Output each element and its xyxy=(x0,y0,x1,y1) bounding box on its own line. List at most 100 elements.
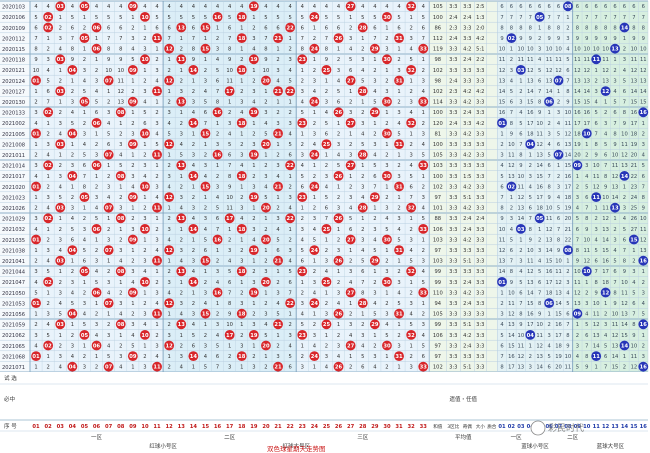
red-ball-number: 26 xyxy=(335,110,343,116)
red-miss-count: 1 xyxy=(119,333,122,339)
blue-miss-count: 11 xyxy=(621,142,628,148)
red-miss-count: 4 xyxy=(155,131,159,137)
blue-miss-count: 3 xyxy=(585,163,588,169)
red-miss-count: 1 xyxy=(337,121,340,127)
blue-miss-count: 16 xyxy=(546,269,553,275)
blue-miss-count: 19 xyxy=(574,142,581,148)
red-ball-number: 27 xyxy=(347,121,355,127)
red-ball-number: 18 xyxy=(238,174,246,180)
red-miss-count: 4 xyxy=(204,174,208,180)
red-ball xyxy=(164,340,175,351)
red-miss-count: 4 xyxy=(276,78,280,84)
blue-miss-count: 7 xyxy=(642,184,645,190)
red-miss-count: 1 xyxy=(252,259,255,265)
stat-value: 97 xyxy=(434,248,441,254)
blue-column-header: 03 xyxy=(517,424,525,430)
blue-miss-count: 15 xyxy=(640,100,647,106)
red-miss-count: 2 xyxy=(276,206,279,212)
blue-ball xyxy=(638,361,649,372)
red-ball xyxy=(297,118,308,128)
red-miss-count: 1 xyxy=(422,57,425,63)
blue-miss-count: 6 xyxy=(529,4,532,10)
red-miss-count: 2 xyxy=(349,100,352,106)
red-miss-count: 2 xyxy=(301,142,304,148)
blue-miss-count: 20 xyxy=(565,216,572,222)
blue-miss-count: 2 xyxy=(510,206,513,212)
red-ball xyxy=(43,22,54,33)
blue-miss-count: 1 xyxy=(529,153,532,159)
red-ball-number: 20 xyxy=(262,142,270,148)
red-miss-count: 5 xyxy=(264,195,267,201)
red-ball-number: 15 xyxy=(202,131,210,137)
red-miss-count: 4 xyxy=(301,312,305,318)
red-miss-count: 2 xyxy=(204,206,207,212)
blue-miss-count: 14 xyxy=(621,322,628,328)
red-miss-count: 3 xyxy=(361,237,364,243)
red-miss-count: 1 xyxy=(83,206,86,212)
red-miss-count: 2 xyxy=(313,322,316,328)
red-miss-count: 3 xyxy=(397,216,400,222)
blue-ball-number: 16 xyxy=(640,365,648,371)
red-miss-count: 1 xyxy=(204,36,207,42)
red-miss-count: 5 xyxy=(422,280,425,286)
watermark-text: 彩民时代 xyxy=(548,422,584,434)
period-label: 2021020 xyxy=(2,185,25,191)
blue-miss-count: 19 xyxy=(555,354,562,360)
red-miss-count: 1 xyxy=(167,206,170,212)
blue-miss-count: 13 xyxy=(508,322,515,328)
blue-miss-count: 8 xyxy=(613,290,616,296)
red-miss-count: 4 xyxy=(83,312,87,318)
red-miss-count: 1 xyxy=(252,343,255,349)
red-miss-count: 1 xyxy=(119,121,122,127)
stat-value: 3:3 xyxy=(463,4,471,10)
red-ball xyxy=(152,255,162,266)
red-ball xyxy=(273,86,283,96)
blue-miss-count: 3 xyxy=(566,280,569,286)
blue-miss-count: 9 xyxy=(557,36,560,42)
red-ball-number: 06 xyxy=(93,343,101,349)
red-miss-count: 1 xyxy=(397,47,400,53)
blue-miss-count: 6 xyxy=(519,4,522,10)
red-ball xyxy=(91,287,102,298)
red-ball xyxy=(164,139,175,150)
red-miss-count: 2 xyxy=(349,365,352,371)
red-ball-number: 04 xyxy=(69,248,77,254)
stat-value: 4:2 xyxy=(463,237,471,243)
blue-ball xyxy=(572,160,583,171)
blue-miss-count: 9 xyxy=(529,237,532,243)
red-ball xyxy=(333,213,344,224)
chart-title: 双色球星期天走势图 xyxy=(267,444,326,453)
red-miss-count: 4 xyxy=(167,184,171,190)
red-miss-count: 4 xyxy=(107,343,111,349)
blue-miss-count: 14 xyxy=(546,89,553,95)
red-miss-count: 2 xyxy=(107,269,110,275)
red-miss-count: 7 xyxy=(301,36,304,42)
red-miss-count: 4 xyxy=(313,290,317,296)
red-ball xyxy=(357,22,368,33)
red-miss-count: 5 xyxy=(180,15,183,21)
red-miss-count: 5 xyxy=(34,15,37,21)
red-miss-count: 1 xyxy=(276,269,279,275)
red-miss-count: 3 xyxy=(276,354,279,360)
blue-miss-count: 8 xyxy=(595,280,598,286)
red-ball xyxy=(382,340,392,351)
red-miss-count: 1 xyxy=(216,121,219,127)
stat-value: 2:3 xyxy=(449,89,457,95)
red-miss-count: 3 xyxy=(252,280,255,286)
red-miss-count: 1 xyxy=(155,216,158,222)
blue-miss-count: 4 xyxy=(547,142,551,148)
blue-miss-count: 15 xyxy=(602,248,609,254)
red-miss-count: 8 xyxy=(192,47,195,53)
blue-column-header: 14 xyxy=(621,424,629,430)
blue-miss-count: 11 xyxy=(583,57,590,63)
red-miss-count: 6 xyxy=(95,110,98,116)
red-miss-count: 3 xyxy=(59,354,62,360)
stat-value: 3:3 xyxy=(449,237,457,243)
period-label: 2021068 xyxy=(2,354,25,360)
red-miss-count: 3 xyxy=(276,121,279,127)
period-label: 2021056 xyxy=(2,312,25,318)
blue-miss-count: 7 xyxy=(604,365,607,371)
red-miss-count: 1 xyxy=(337,322,340,328)
red-miss-count: 4 xyxy=(155,301,159,307)
blue-miss-count: 15 xyxy=(536,174,543,180)
